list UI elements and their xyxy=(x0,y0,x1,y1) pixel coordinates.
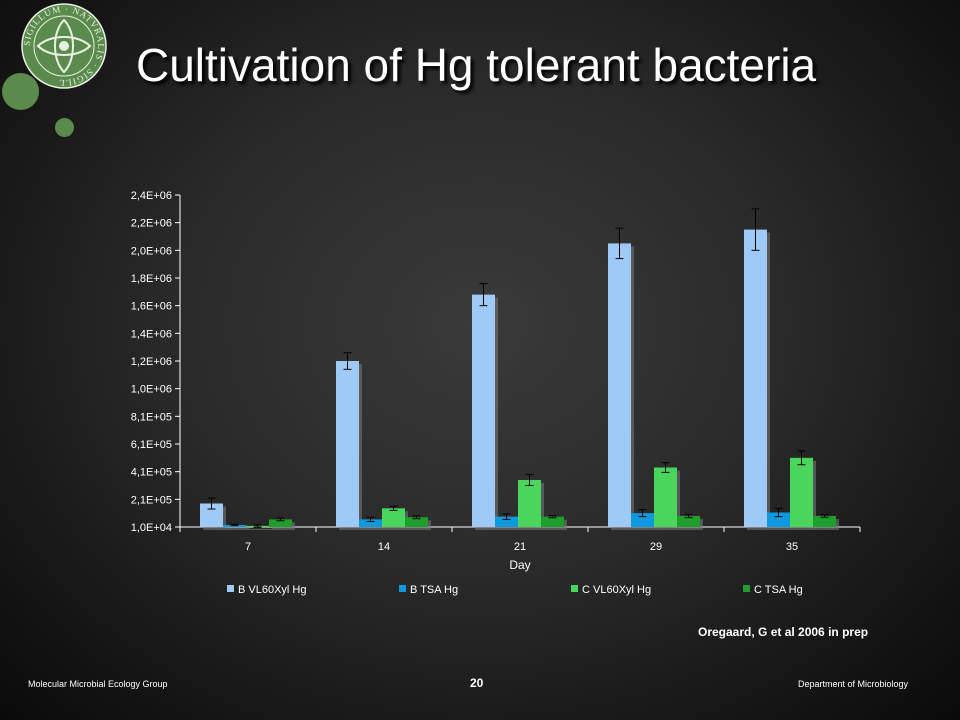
y-tick-label: 6,1E+05 xyxy=(131,439,172,451)
citation: Oregaard, G et al 2006 in prep xyxy=(698,625,869,639)
y-tick-label: 4,1E+05 xyxy=(131,467,172,479)
bar xyxy=(495,516,518,527)
footer-department: Department of Microbiology xyxy=(798,679,909,689)
x-axis: 7 14 21 29 35 xyxy=(179,526,861,553)
bar xyxy=(518,479,541,527)
bar xyxy=(541,516,564,527)
y-tick-label: 2,4E+06 xyxy=(131,190,172,202)
bar xyxy=(790,457,813,527)
legend-label: B VL60Xyl Hg xyxy=(238,584,306,596)
y-tick-label: 8,1E+05 xyxy=(131,411,172,423)
bar xyxy=(677,515,700,527)
bar xyxy=(744,229,767,528)
bar xyxy=(269,519,292,527)
legend-swatch xyxy=(571,585,578,592)
bar xyxy=(200,503,223,527)
y-tick-label: 1,0E+06 xyxy=(131,384,172,396)
decorative-dot-small xyxy=(55,118,74,137)
legend: B VL60Xyl Hg B TSA Hg C VL60Xyl Hg C TSA Hg xyxy=(227,584,803,596)
y-tick-label: 1,4E+06 xyxy=(131,328,172,340)
bar xyxy=(654,467,677,527)
page-number: 20 xyxy=(470,676,484,690)
legend-swatch xyxy=(743,585,750,592)
x-tick-label: 14 xyxy=(378,541,390,553)
x-tick-label: 7 xyxy=(245,541,251,553)
bar xyxy=(359,519,382,527)
legend-swatch xyxy=(399,585,406,592)
legend-swatch xyxy=(227,585,234,592)
footer-group-name: Molecular Microbial Ecology Group xyxy=(28,679,168,689)
y-tick-label: 2,0E+06 xyxy=(131,245,172,257)
bar-shadow xyxy=(249,528,272,530)
legend-label: C VL60Xyl Hg xyxy=(582,584,651,596)
error-bars xyxy=(207,208,829,528)
bar xyxy=(472,294,495,527)
legend-label: B TSA Hg xyxy=(410,584,458,596)
bar-shadow xyxy=(226,527,249,530)
bar xyxy=(813,515,836,527)
university-seal-logo: SIGILLUM · NATVRALIS · SIGILL xyxy=(21,3,107,89)
x-tick-label: 21 xyxy=(514,541,526,553)
y-tick-label: 1,8E+06 xyxy=(131,273,172,285)
bar xyxy=(405,517,428,527)
bar xyxy=(608,243,631,527)
bar xyxy=(631,513,654,527)
x-tick-label: 29 xyxy=(650,541,662,553)
bars xyxy=(200,229,839,531)
y-tick-label: 1,2E+06 xyxy=(131,356,172,368)
bar xyxy=(336,361,359,527)
legend-label: C TSA Hg xyxy=(754,584,803,596)
bar xyxy=(767,512,790,527)
x-tick-label: 35 xyxy=(786,541,798,553)
decorative-dot-large xyxy=(2,73,39,110)
y-tick-label: 2,2E+06 xyxy=(131,218,172,230)
x-axis-title: Day xyxy=(509,558,530,572)
y-tick-label: 2,1E+05 xyxy=(131,494,172,506)
y-axis: 1,0E+04 2,1E+05 4,1E+05 6,1E+05 8,1E+05 1,0E+… xyxy=(131,190,181,534)
y-tick-label: 1,0E+04 xyxy=(131,522,172,534)
bar xyxy=(382,508,405,527)
slide-title: Cultivation of Hg tolerant bacteria xyxy=(136,39,817,91)
y-tick-label: 1,6E+06 xyxy=(131,301,172,313)
